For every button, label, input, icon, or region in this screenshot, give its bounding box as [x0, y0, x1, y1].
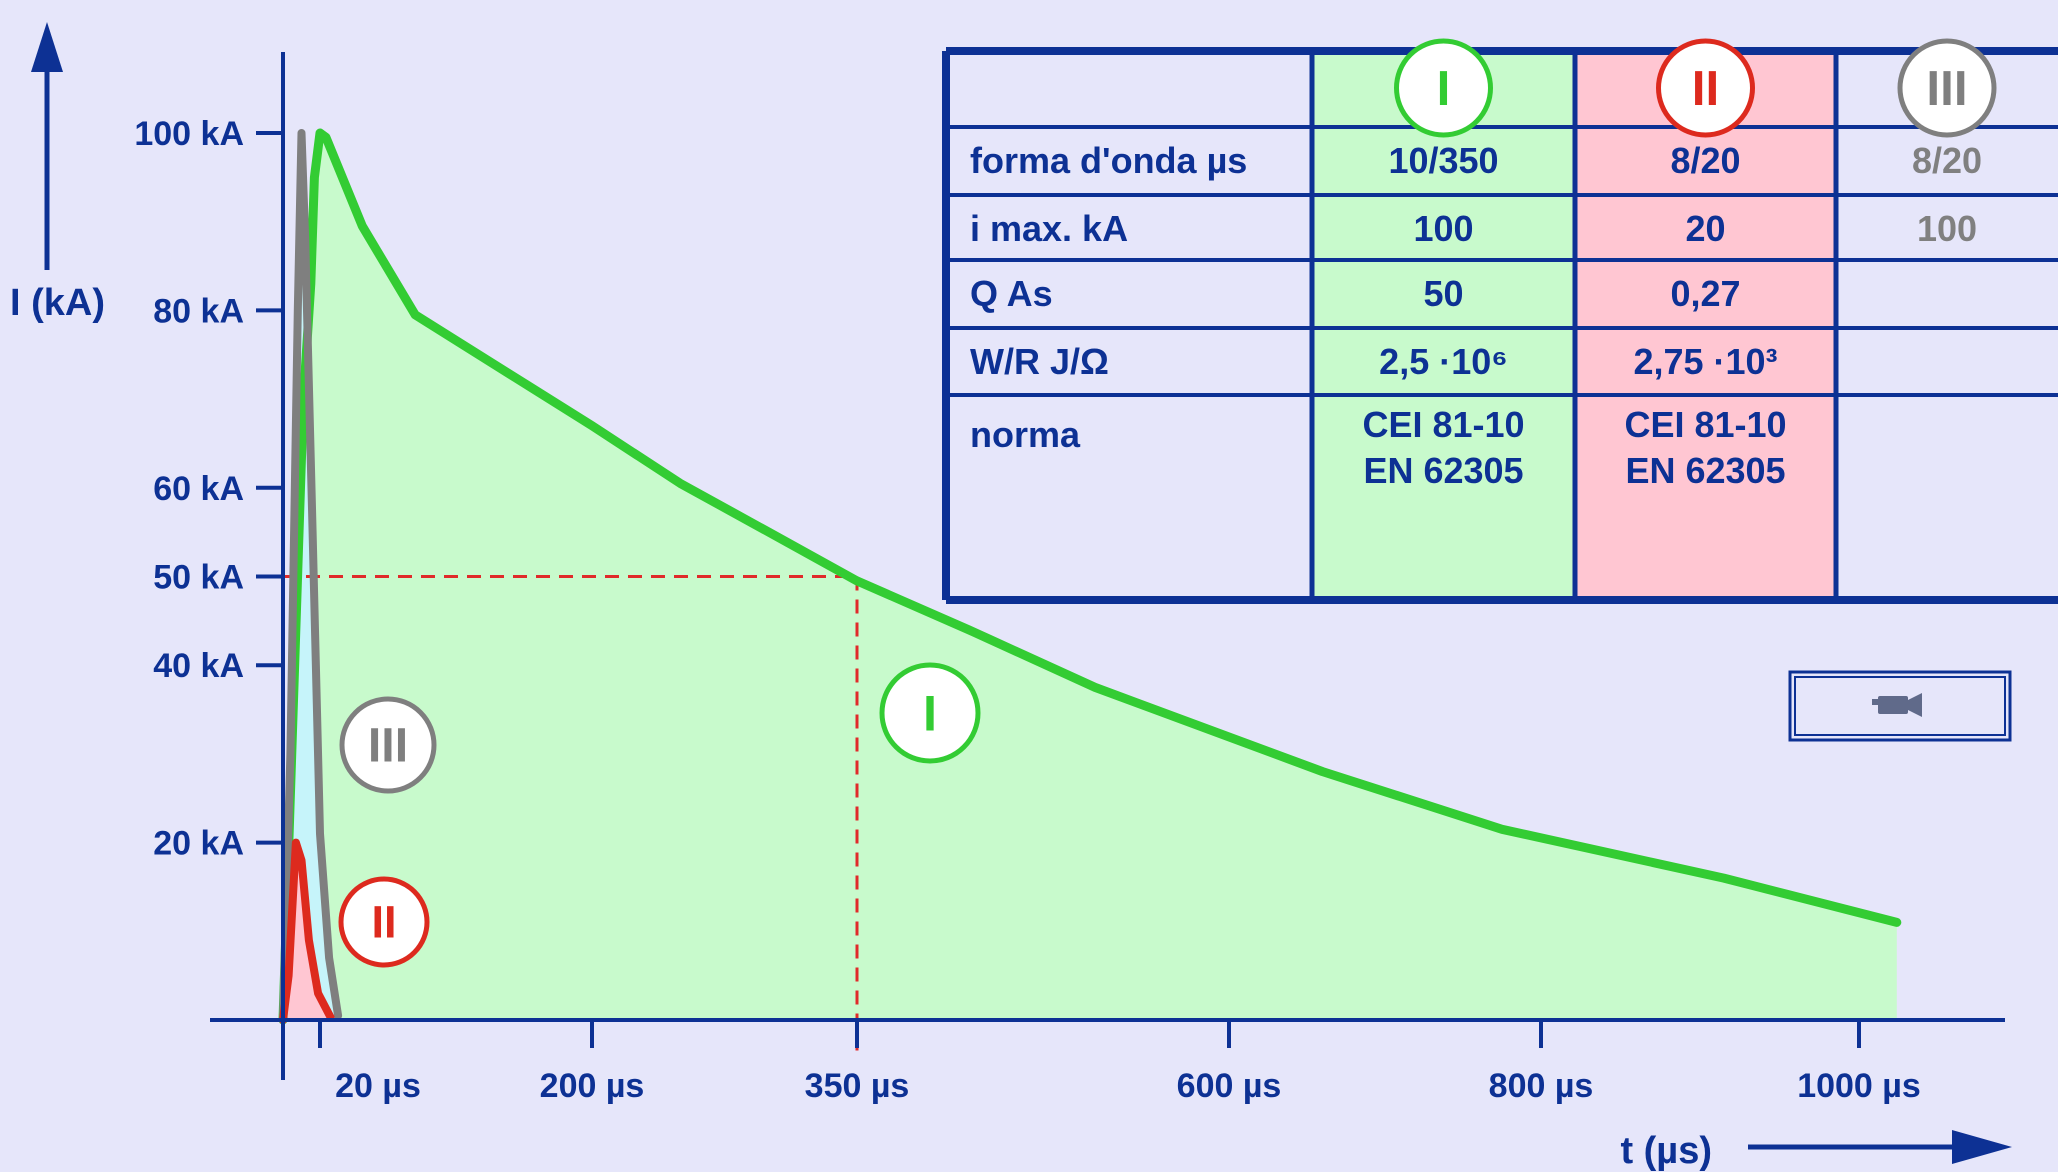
- badge-label: III: [1926, 61, 1967, 116]
- series-line-class-iii: [279, 129, 343, 1024]
- axes: 100 kA 80 kA 60 kA 50 kA 40 kA 20 kA 20 µs 200 …: [10, 22, 2012, 1172]
- x-tick-label: 600 µs: [1177, 1067, 1282, 1105]
- badge-circle: [1656, 38, 1755, 138]
- x-axis-title: t (µs): [1620, 1130, 1712, 1172]
- y-tick-label: 100 kA: [134, 115, 244, 153]
- table-cell-value: 100: [1413, 208, 1473, 249]
- x-tick-label: 800 µs: [1489, 1067, 1594, 1105]
- table-cell-value: 0,27: [1670, 273, 1740, 314]
- badge-circle: [339, 696, 437, 794]
- movie-button[interactable]: [1788, 670, 2012, 742]
- movie-button-inner-frame: [1794, 676, 2006, 736]
- table-column-bg: [1575, 51, 1836, 600]
- badge-circle: [1897, 38, 1997, 138]
- table-row-label: i max. kA: [970, 208, 1128, 249]
- badge-circle: [879, 662, 981, 764]
- table-cell-value: 100: [1917, 208, 1977, 249]
- series-line-class-ii: [279, 838, 335, 1024]
- y-tick-label: 80 kA: [153, 292, 244, 330]
- x-tick-label: 1000 µs: [1797, 1067, 1921, 1105]
- table-column-bg: [1312, 51, 1575, 600]
- y-axis-title: I (kA): [10, 282, 105, 324]
- video-camera-icon: [1872, 693, 1922, 717]
- table-cell-value: 2,75 ·10³: [1633, 341, 1777, 382]
- curve-mark-class-iii: III: [339, 696, 437, 794]
- table-cell-value: CEI 81-10: [1624, 404, 1786, 445]
- table-cell-value: 20: [1685, 208, 1725, 249]
- y-tick-label: 60 kA: [153, 470, 244, 508]
- table-header-class-iii: III: [1897, 38, 1997, 138]
- reference-lines: [260, 575, 859, 1055]
- area-fill-class-i: [283, 133, 1897, 1020]
- badge-label: II: [1692, 61, 1719, 116]
- curves: [278, 128, 1902, 1025]
- table-cell-value: EN 62305: [1625, 450, 1785, 491]
- series-line-class-i: [278, 128, 1902, 1025]
- table-cell-value: 2,5 ·10⁶: [1379, 341, 1508, 382]
- table-header-class-ii: II: [1656, 38, 1755, 138]
- x-tick-label: 20 µs: [335, 1067, 421, 1105]
- table-row-label: Q As: [970, 273, 1053, 314]
- table-cell-value: 50: [1423, 273, 1463, 314]
- badge-circle: [338, 876, 430, 968]
- y-tick-label: 50 kA: [153, 559, 244, 597]
- table-row-label: forma d'onda µs: [970, 140, 1247, 181]
- table-cell-value: EN 62305: [1363, 450, 1523, 491]
- table-cell-value: 8/20: [1670, 140, 1740, 181]
- curve-mark-class-ii: II: [338, 876, 430, 968]
- camera-lens: [1908, 693, 1922, 717]
- table-cell-value: CEI 81-10: [1362, 404, 1524, 445]
- camera-body: [1878, 696, 1908, 714]
- table-row-label: norma: [970, 414, 1081, 455]
- camera-knob: [1872, 699, 1879, 705]
- badge-label: III: [368, 719, 408, 773]
- x-tick-label: 350 µs: [805, 1067, 910, 1105]
- table-cell-value: 8/20: [1912, 140, 1982, 181]
- badge-label: I: [923, 684, 937, 741]
- badge-label: I: [1437, 61, 1451, 116]
- table-header-class-i: I: [1394, 38, 1493, 138]
- table-row-label: W/R J/Ω: [970, 341, 1109, 382]
- x-arrow-head-icon: [1952, 1130, 2012, 1164]
- curve-mark-class-i: I: [879, 662, 981, 764]
- y-arrow-head-icon: [31, 22, 63, 72]
- badge-circle: [1394, 38, 1493, 138]
- badge-label: II: [371, 896, 396, 947]
- y-tick-label: 20 kA: [153, 825, 244, 863]
- table-cell-value: 10/350: [1388, 140, 1498, 181]
- y-tick-label: 40 kA: [153, 647, 244, 685]
- x-tick-label: 200 µs: [540, 1067, 645, 1105]
